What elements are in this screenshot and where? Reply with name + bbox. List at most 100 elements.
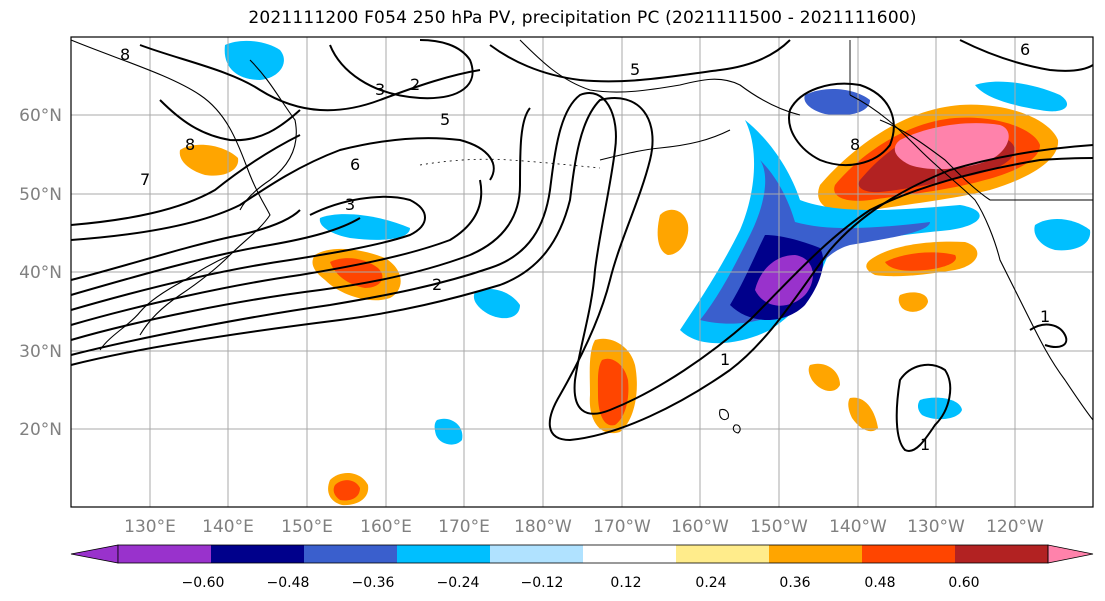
island-hawaii bbox=[719, 408, 729, 421]
lon-label: 140°E bbox=[202, 517, 254, 537]
colorbar-tick-label: −0.24 bbox=[437, 575, 480, 591]
colorbar-extend-low bbox=[70, 544, 119, 564]
coastline-kamchatka bbox=[239, 59, 297, 211]
lon-label: 170°E bbox=[438, 517, 490, 537]
pv-contour-label: 1 bbox=[1040, 307, 1050, 326]
pv-contour-jet-7 bbox=[70, 209, 301, 281]
lat-label: 60°N bbox=[19, 106, 62, 126]
coastline-north-america-west bbox=[849, 94, 1094, 421]
coastline-british-columbia bbox=[879, 119, 991, 201]
pv-contour-subtropical-1 bbox=[895, 363, 952, 452]
colorbar-frame bbox=[117, 544, 1049, 564]
pv-contour-label: 3 bbox=[345, 195, 355, 214]
pv-contour-label: 3 bbox=[375, 80, 385, 99]
colorbar-tick-label: −0.36 bbox=[352, 575, 395, 591]
lon-label: 150°E bbox=[281, 517, 333, 537]
precip-shading bbox=[179, 40, 1091, 506]
pv-contour-upper-1 bbox=[139, 44, 481, 112]
island-chain-aleutians bbox=[419, 158, 601, 169]
precip-positive-region-small-east bbox=[898, 292, 928, 312]
precip-positive-region-north-central-pacific bbox=[657, 209, 689, 255]
pv-contour-label: 8 bbox=[850, 135, 860, 154]
pv-contour-label: 1 bbox=[920, 435, 930, 454]
colorbar-extend-high bbox=[1047, 544, 1094, 564]
colorbar-tick-label: 0.48 bbox=[864, 575, 895, 591]
colorbar-segment bbox=[397, 545, 491, 563]
colorbar-segment bbox=[118, 545, 212, 563]
colorbar-segment bbox=[862, 545, 956, 563]
pv-contour-label: 8 bbox=[120, 45, 130, 64]
precip-positive-core-marshall bbox=[333, 480, 360, 501]
pv-contour-labels: 8 7 8 6 5 5 3 3 2 2 1 1 1 8 6 bbox=[120, 40, 1050, 454]
pv-contours bbox=[70, 39, 1094, 452]
lon-label: 130°E bbox=[124, 517, 176, 537]
pv-contour-label: 7 bbox=[140, 170, 150, 189]
pv-contour-jet-1 bbox=[70, 97, 1094, 442]
colorbar-segment bbox=[211, 545, 305, 563]
colorbar-tick-label: 0.24 bbox=[695, 575, 726, 591]
lon-label: 150°W bbox=[750, 517, 808, 537]
pv-contour-nw-1 bbox=[70, 137, 495, 241]
colorbar-tick-label: −0.12 bbox=[521, 575, 564, 591]
lon-label: 130°W bbox=[907, 517, 965, 537]
colorbar-tick-label: 0.36 bbox=[779, 575, 810, 591]
precip-negative-region-bering bbox=[975, 81, 1068, 112]
pv-contour-label: 5 bbox=[440, 110, 450, 129]
precip-positive-core-japan-east bbox=[330, 258, 383, 288]
precip-positive-region-subtropical-east bbox=[848, 397, 878, 432]
pv-contour-east-1 bbox=[1029, 323, 1068, 348]
pv-contour-label: 2 bbox=[432, 275, 442, 294]
pv-contour-jet-6 bbox=[70, 217, 361, 296]
precip-negative-region-central-pacific bbox=[473, 288, 520, 319]
lon-label: 120°W bbox=[986, 517, 1044, 537]
lat-label: 30°N bbox=[19, 342, 62, 362]
lon-label: 170°W bbox=[593, 517, 651, 537]
pv-contour-jet-5 bbox=[70, 195, 426, 311]
precip-negative-region-subtropical-east bbox=[917, 397, 962, 420]
pv-contour-upper-2 bbox=[329, 39, 474, 100]
grid-lines bbox=[71, 37, 1093, 507]
colorbar-segment bbox=[583, 545, 677, 563]
pv-contour-jet-4 bbox=[70, 179, 483, 326]
lon-label: 160°E bbox=[360, 517, 412, 537]
map-panel: 8 7 8 6 5 5 3 3 2 2 1 1 1 8 6 bbox=[70, 36, 1094, 508]
colorbar-segment bbox=[955, 545, 1049, 563]
lon-label: 180°W bbox=[514, 517, 572, 537]
lon-label: 140°W bbox=[829, 517, 887, 537]
pv-contour-ne-1 bbox=[959, 39, 1094, 72]
lat-label: 40°N bbox=[19, 263, 62, 283]
precip-positive-region-hawaii-east bbox=[808, 363, 840, 392]
map-title: 2021111200 F054 250 hPa PV, precipitatio… bbox=[248, 8, 917, 28]
lon-label: 160°W bbox=[671, 517, 729, 537]
precip-negative-region-california-offshore bbox=[1034, 218, 1091, 251]
pv-contour-label: 8 bbox=[185, 135, 195, 154]
colorbar-tick-label: −0.48 bbox=[267, 575, 310, 591]
colorbar: −0.60 −0.48 −0.36 −0.24 −0.12 0.12 0.24 … bbox=[70, 544, 1094, 591]
pv-contour-upper-4 bbox=[159, 99, 301, 142]
pv-contour-label: 6 bbox=[350, 155, 360, 174]
map-frame bbox=[70, 36, 1094, 508]
precip-negative-region-aleutian bbox=[319, 214, 410, 240]
colorbar-segments bbox=[70, 544, 1094, 564]
pv-contour-label: 2 bbox=[410, 75, 420, 94]
colorbar-segment bbox=[490, 545, 584, 563]
lat-label: 20°N bbox=[19, 420, 62, 440]
pv-contour-jet-3 bbox=[70, 107, 531, 341]
precip-negative-region-alaska bbox=[804, 88, 870, 116]
pv-contour-label: 6 bbox=[1020, 40, 1030, 59]
precip-negative-region-kamchatka bbox=[224, 40, 284, 80]
coastline-alaska-peninsula bbox=[599, 129, 731, 161]
colorbar-tick-label: 0.60 bbox=[948, 575, 979, 591]
precip-negative-region-central bbox=[434, 418, 463, 445]
pv-contour-label: 5 bbox=[630, 60, 640, 79]
pv-contour-nw-2 bbox=[70, 134, 301, 226]
lat-label: 50°N bbox=[19, 185, 62, 205]
pv-contour-jet-2 bbox=[70, 92, 1094, 415]
colorbar-ticks: −0.60 −0.48 −0.36 −0.24 −0.12 0.12 0.24 … bbox=[182, 575, 980, 591]
colorbar-tick-label: 0.12 bbox=[610, 575, 641, 591]
precip-positive-region-sea-of-okhotsk bbox=[179, 144, 239, 176]
precip-positive-core-subtropical-pacific bbox=[597, 358, 629, 426]
longitude-axis: 130°E 140°E 150°E 160°E 170°E 180°W 170°… bbox=[124, 517, 1044, 537]
colorbar-segment bbox=[769, 545, 863, 563]
